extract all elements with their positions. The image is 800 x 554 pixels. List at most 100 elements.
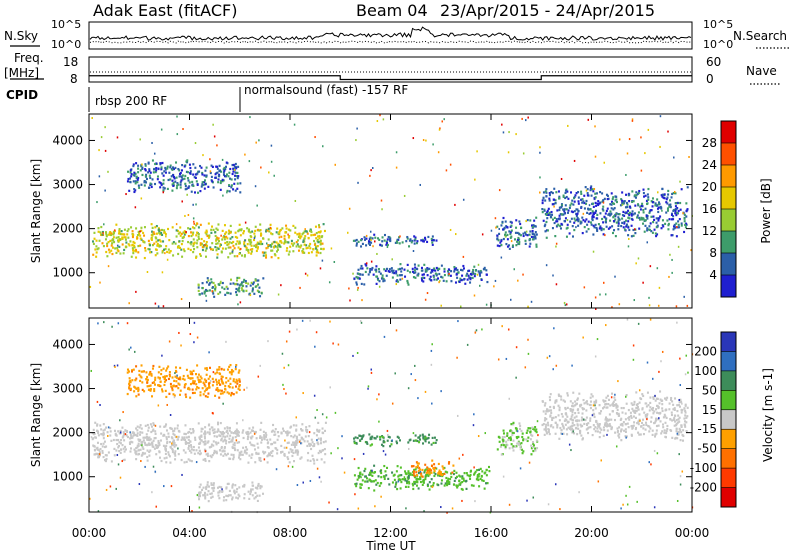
echo-cell <box>193 227 196 230</box>
echo-cell <box>509 231 512 234</box>
echo-cell <box>631 403 634 406</box>
echo-cell <box>236 236 239 239</box>
echo-cell <box>367 387 369 390</box>
echo-cell <box>253 235 256 238</box>
echo-cell <box>281 427 284 430</box>
echo-cell <box>657 424 660 427</box>
echo-cell <box>643 195 646 198</box>
echo-cell <box>204 385 207 388</box>
echo-cell <box>192 238 195 241</box>
echo-cell <box>603 400 606 403</box>
echo-cell <box>665 416 668 420</box>
echo-cell <box>400 480 403 484</box>
echo-cell <box>137 386 140 390</box>
echo-cell <box>548 409 551 412</box>
echo-cell <box>355 283 358 286</box>
echo-cell <box>154 182 157 186</box>
echo-cell <box>292 424 295 427</box>
echo-cell <box>669 199 672 202</box>
echo-cell <box>665 429 668 433</box>
echo-cell <box>465 487 468 490</box>
echo-cell <box>158 244 161 247</box>
echo-cell <box>655 235 658 238</box>
echo-cell <box>440 472 443 475</box>
echo-cell <box>671 192 674 196</box>
echo-cell <box>446 270 449 273</box>
echo-cell <box>143 441 146 444</box>
echo-cell <box>220 234 222 237</box>
echo-cell <box>461 477 464 480</box>
echo-cell <box>223 432 226 435</box>
echo-cell <box>233 182 236 185</box>
echo-cell <box>631 218 634 221</box>
echo-cell <box>677 414 680 417</box>
echo-cell <box>204 249 207 252</box>
nsky-tick-top: 10^5 <box>51 18 81 31</box>
echo-cell <box>640 204 643 208</box>
echo-cell <box>165 369 168 372</box>
echo-cell <box>109 430 112 433</box>
echo-cell <box>658 370 660 373</box>
echo-cell <box>139 424 142 427</box>
echo-cell <box>638 189 641 193</box>
echo-cell <box>204 432 207 435</box>
echo-cell <box>643 230 646 233</box>
echo-cell <box>208 283 211 286</box>
echo-cell <box>649 228 652 232</box>
echo-cell <box>394 483 397 486</box>
echo-cell <box>547 430 550 434</box>
echo-cell <box>146 455 149 459</box>
echo-cell <box>567 209 570 212</box>
echo-cell <box>362 435 365 438</box>
echo-cell <box>214 394 217 397</box>
echo-cell <box>611 392 614 395</box>
echo-cell <box>291 454 294 458</box>
echo-cell <box>191 377 194 380</box>
echo-cell <box>200 166 203 169</box>
echo-cell <box>459 482 462 485</box>
echo-cell <box>611 403 614 406</box>
echo-cell <box>242 446 245 449</box>
echo-cell <box>154 226 157 229</box>
echo-cell <box>658 286 661 289</box>
echo-cell <box>593 226 596 229</box>
echo-cell <box>598 404 601 407</box>
echo-cell <box>659 398 662 401</box>
echo-cell <box>385 474 388 477</box>
echo-cell <box>245 446 248 449</box>
echo-cell <box>162 174 165 177</box>
echo-cell <box>183 233 186 236</box>
echo-cell <box>263 435 266 439</box>
echo-cell <box>301 319 304 322</box>
echo-cell <box>545 429 548 432</box>
echo-cell <box>587 220 590 223</box>
echo-cell <box>321 242 324 245</box>
echo-cell <box>170 485 173 488</box>
echo-cell <box>446 480 449 483</box>
echo-cell <box>99 233 102 236</box>
echo-cell <box>287 457 290 461</box>
echo-cell <box>293 123 296 126</box>
echo-cell <box>163 229 166 232</box>
echo-cell <box>289 245 292 248</box>
echo-cell <box>671 271 673 274</box>
echo-cell <box>589 212 592 215</box>
echo-cell <box>248 160 251 163</box>
echo-cell <box>577 427 580 430</box>
echo-cell <box>290 450 293 453</box>
echo-cell <box>126 180 129 183</box>
echo-cell <box>93 432 96 435</box>
echo-cell <box>652 396 655 399</box>
echo-cell <box>185 460 188 464</box>
echo-cell <box>476 273 479 276</box>
echo-cell <box>387 477 390 480</box>
echo-cell <box>201 183 204 186</box>
echo-cell <box>221 180 224 183</box>
echo-cell <box>485 269 488 272</box>
echo-cell <box>152 445 155 449</box>
echo-cell <box>101 451 104 454</box>
echo-cell <box>251 288 254 291</box>
echo-cell <box>197 386 200 390</box>
echo-cell <box>153 423 156 426</box>
echo-cell <box>652 406 655 410</box>
